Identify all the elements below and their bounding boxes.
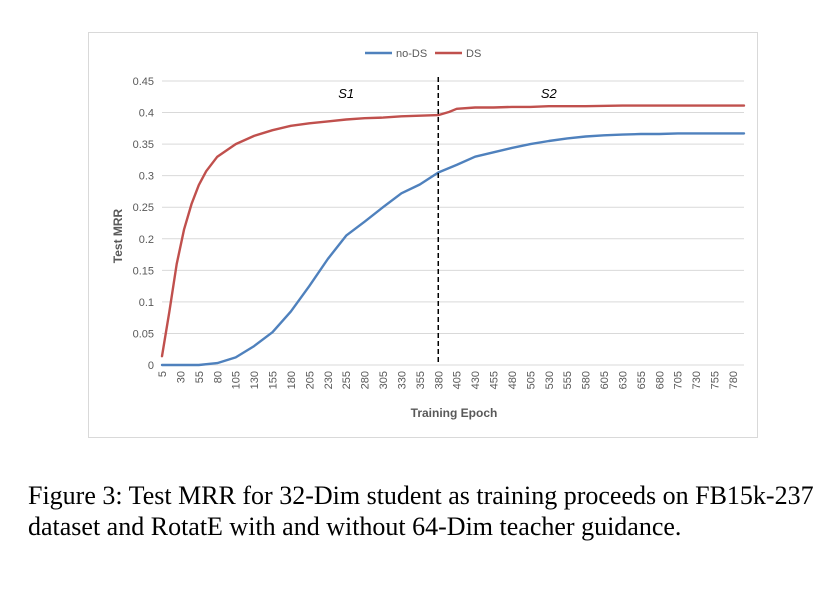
x-tick-label: 405 [452,371,464,389]
x-tick-label: 80 [212,371,224,383]
x-tick-label: 5 [157,371,169,377]
x-tick-label: 755 [710,371,722,389]
y-tick-label: 0.1 [139,297,154,309]
y-tick-labels: 0 0.05 0.1 0.15 0.2 0.25 0.3 0.35 0.4 0.45 [133,76,154,372]
x-tick-label: 705 [673,371,685,389]
y-tick-label: 0.05 [133,328,154,340]
chart-frame: 0 0.05 0.1 0.15 0.2 0.25 0.3 0.35 0.4 0.45 5 30 55 8… [88,32,758,438]
x-tick-labels: 5 30 55 80 105 130 155 180 205 230 255 280 305 330 355… [157,371,740,389]
x-tick-label: 355 [415,371,427,389]
y-tick-label: 0.3 [139,171,154,183]
x-tick-label: 230 [323,371,335,389]
stage-annotations: S1 S2 [338,86,557,101]
x-tick-label: 605 [599,371,611,389]
y-tick-label: 0 [148,360,154,372]
x-tick-label: 455 [489,371,501,389]
x-axis-title: Training Epoch [411,406,498,420]
stage-label: S1 [338,86,354,101]
x-tick-label: 305 [378,371,390,389]
x-tick-label: 480 [507,371,519,389]
x-tick-label: 730 [691,371,703,389]
series-line-no-ds [160,132,746,367]
y-tick-label: 0.45 [133,76,154,88]
x-tick-label: 530 [544,371,556,389]
y-axis-title: Test MRR [111,208,125,263]
x-tick-label: 380 [433,371,445,389]
series-line-ds [160,104,746,358]
x-tick-label: 55 [194,371,206,383]
figure-caption: Figure 3: Test MRR for 32-Dim student as… [28,481,814,541]
x-tick-label: 155 [268,371,280,389]
x-tick-label: 630 [617,371,629,389]
y-tick-label: 0.4 [139,108,154,120]
series-lines [160,104,746,367]
x-tick-label: 780 [728,371,740,389]
x-tick-label: 430 [470,371,482,389]
y-tick-label: 0.35 [133,139,154,151]
mrr-line-chart: 00.050.10.150.20.250.30.350.40.45 5 30 55 8… [111,48,746,420]
x-tick-label: 680 [654,371,666,389]
legend-label: DS [466,48,481,60]
x-tick-label: 105 [231,371,243,389]
x-tick-label: 505 [525,371,537,389]
x-tick-label: 205 [304,371,316,389]
x-tick-label: 130 [249,371,261,389]
x-tick-label: 180 [286,371,298,389]
y-tick-label: 0.2 [139,234,154,246]
x-tick-label: 280 [360,371,372,389]
x-tick-label: 555 [562,371,574,389]
x-tick-label: 30 [175,371,187,383]
y-tick-label: 0.15 [133,265,154,277]
x-tick-label: 580 [581,371,593,389]
legend: no-DS DS [365,48,481,60]
y-tick-label: 0.25 [133,202,154,214]
grid-lines [162,80,744,366]
x-tick-label: 255 [341,371,353,389]
x-tick-label: 330 [396,371,408,389]
legend-label: no-DS [396,48,427,60]
x-tick-label: 655 [636,371,648,389]
stage-label: S2 [541,86,558,101]
